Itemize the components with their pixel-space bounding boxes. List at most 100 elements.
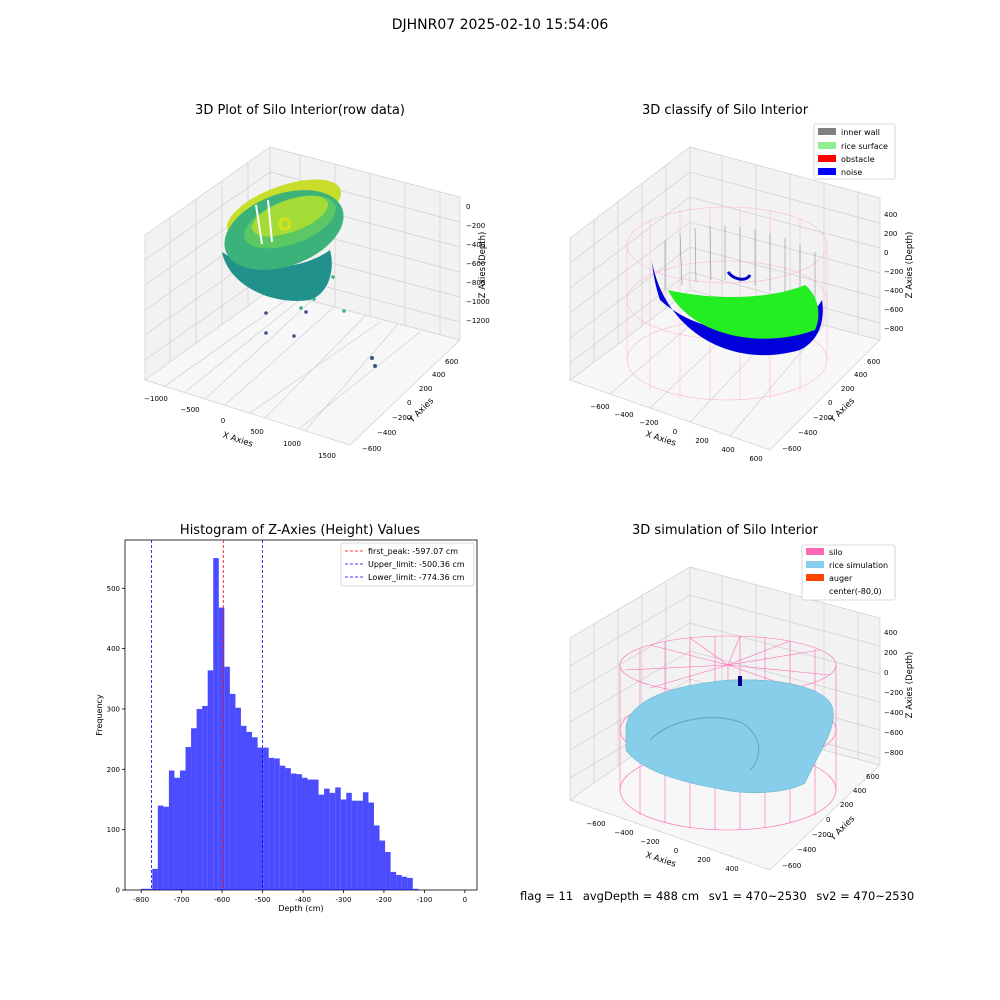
sim-ytick-5: 400 [853, 787, 866, 795]
sim-ztick-4: −400 [884, 709, 903, 717]
histogram-y-ticks: 0 100 200 300 400 500 [107, 585, 125, 895]
status-avg-depth: avgDepth = 488 cm [582, 889, 700, 903]
simulation-legend-swatch-1 [806, 561, 824, 568]
histogram-xtick-4: -400 [295, 896, 311, 904]
classify-xtick-5: 400 [721, 446, 734, 454]
classify-legend-label-2: obstacle [841, 155, 875, 164]
histogram-ytick-0: 0 [116, 887, 120, 895]
histogram-bar-9 [191, 728, 197, 890]
figure-title: DJHNR07 2025-02-10 15:54:06 [391, 17, 609, 33]
raw-ytick-2: −200 [392, 414, 411, 422]
histogram-bar-38 [351, 800, 358, 890]
raw-plot-title: 3D Plot of Silo Interior(row data) [195, 103, 405, 118]
sim-ytick-3: 0 [826, 816, 830, 824]
classify-ztick-1: 200 [884, 230, 897, 238]
sim-xtick-0: −600 [586, 820, 605, 828]
classify-xtick-6: 600 [749, 455, 762, 463]
classify-xtick-0: −600 [590, 403, 609, 411]
simulation-legend-label-2: auger [829, 574, 853, 583]
histogram-bar-31 [313, 779, 319, 890]
histogram-legend: first_peak: -597.07 cm Upper_limit: -500… [340, 542, 475, 587]
histogram-bar-48 [407, 877, 413, 890]
histogram-bar-11 [202, 705, 208, 890]
classify-legend-swatch-2 [818, 155, 836, 162]
status-sv2: sv2 = 470~2530 [816, 889, 915, 903]
status-flag: flag = 11 [520, 889, 574, 903]
histogram-xtick-1: -700 [174, 896, 190, 904]
sim-xtick-2: −200 [640, 838, 659, 846]
raw-ytick-0: −600 [362, 445, 381, 453]
sim-ztick-6: −800 [884, 749, 903, 757]
histogram-bar-40 [362, 792, 369, 890]
histogram-bar-45 [390, 871, 397, 890]
classify-ytick-2: −200 [813, 414, 832, 422]
histogram-bar-32 [318, 794, 325, 890]
classify-xtick-4: 200 [695, 437, 708, 445]
sim-ztick-1: 200 [884, 649, 897, 657]
classify-ztick-3: −200 [884, 268, 903, 276]
classify-ytick-1: −400 [798, 429, 817, 437]
histogram-bar-27 [290, 773, 297, 890]
raw-ztick-0: 0 [466, 203, 470, 211]
raw-ytick-3: 0 [407, 399, 411, 407]
histogram-bar-42 [373, 825, 380, 890]
classify-ytick-4: 200 [841, 385, 854, 393]
sim-ztick-0: 400 [884, 629, 897, 637]
classify-legend-label-0: inner wall [841, 128, 880, 137]
classify-plot-title: 3D classify of Silo Interior [641, 103, 809, 118]
classify-3d-plot: inner wall rice surface obstacle noise −… [569, 123, 915, 463]
histogram-bar-14 [218, 607, 225, 890]
histogram-bar-21 [257, 747, 264, 890]
simulation-legend-swatch-3 [806, 587, 824, 594]
classify-ztick-6: −800 [884, 325, 903, 333]
histogram-xtick-3: -500 [255, 896, 271, 904]
histogram-bar-3 [157, 805, 164, 890]
histogram-ytick-1: 100 [107, 826, 120, 834]
histogram-chart: -800 -700 -600 -500 -400 -300 -200 -100 0 0 100 20… [95, 539, 478, 913]
histogram-bar-26 [285, 768, 291, 890]
histogram-bar-44 [385, 851, 391, 890]
classify-ytick-0: −600 [782, 445, 801, 453]
histogram-bar-30 [307, 779, 314, 890]
classify-ytick-3: 0 [828, 399, 832, 407]
histogram-title: Histogram of Z-Axies (Height) Values [179, 523, 421, 538]
raw-ztick-5: −1000 [466, 298, 490, 306]
classify-ytick-6: 600 [867, 358, 880, 366]
classify-xtick-2: −200 [639, 419, 658, 427]
classify-ytick-5: 400 [854, 371, 867, 379]
raw-zlabel: Z Axies (Depth) [478, 232, 488, 299]
sim-ylabel: Y Axies [827, 814, 857, 844]
histogram-ytick-5: 500 [107, 585, 120, 593]
sim-xtick-3: 0 [674, 847, 678, 855]
histogram-bar-4 [163, 806, 169, 890]
histogram-xtick-2: -600 [214, 896, 230, 904]
raw-3d-plot: −1000 −500 0 500 1000 1500 X Axies −600 … [144, 146, 490, 460]
sim-ytick-4: 200 [840, 801, 853, 809]
classify-ztick-0: 400 [884, 211, 897, 219]
classify-zlabel: Z Axies (Depth) [905, 232, 915, 299]
sim-ztick-5: −600 [884, 729, 903, 737]
histogram-xtick-8: 0 [463, 896, 467, 904]
histogram-bar-10 [196, 708, 203, 890]
histogram-bar-37 [346, 792, 352, 890]
raw-ytick-6: 600 [445, 358, 458, 366]
raw-ytick-1: −400 [377, 429, 396, 437]
histogram-ytick-3: 300 [107, 705, 120, 713]
histogram-bar-25 [279, 765, 286, 890]
raw-xtick-0: −1000 [144, 395, 168, 403]
simulation-legend-swatch-0 [806, 548, 824, 555]
histogram-bar-33 [324, 788, 330, 890]
sim-ytick-0: −600 [782, 862, 801, 870]
raw-xtick-1: −500 [180, 406, 199, 414]
status-sv1: sv1 = 470~2530 [708, 889, 807, 903]
histogram-bar-0 [141, 888, 147, 890]
simulation-3d-plot: silo rice simulation auger center(-80,0)… [569, 544, 915, 873]
histogram-bar-18 [240, 725, 247, 890]
histogram-bar-16 [229, 693, 236, 890]
sim-ytick-1: −400 [797, 846, 816, 854]
histogram-legend-label-1: Upper_limit: -500.36 cm [368, 560, 465, 569]
histogram-bar-22 [263, 747, 269, 890]
histogram-bar-19 [246, 731, 253, 890]
histogram-bar-39 [357, 800, 363, 890]
simulation-legend-label-1: rice simulation [829, 561, 888, 570]
